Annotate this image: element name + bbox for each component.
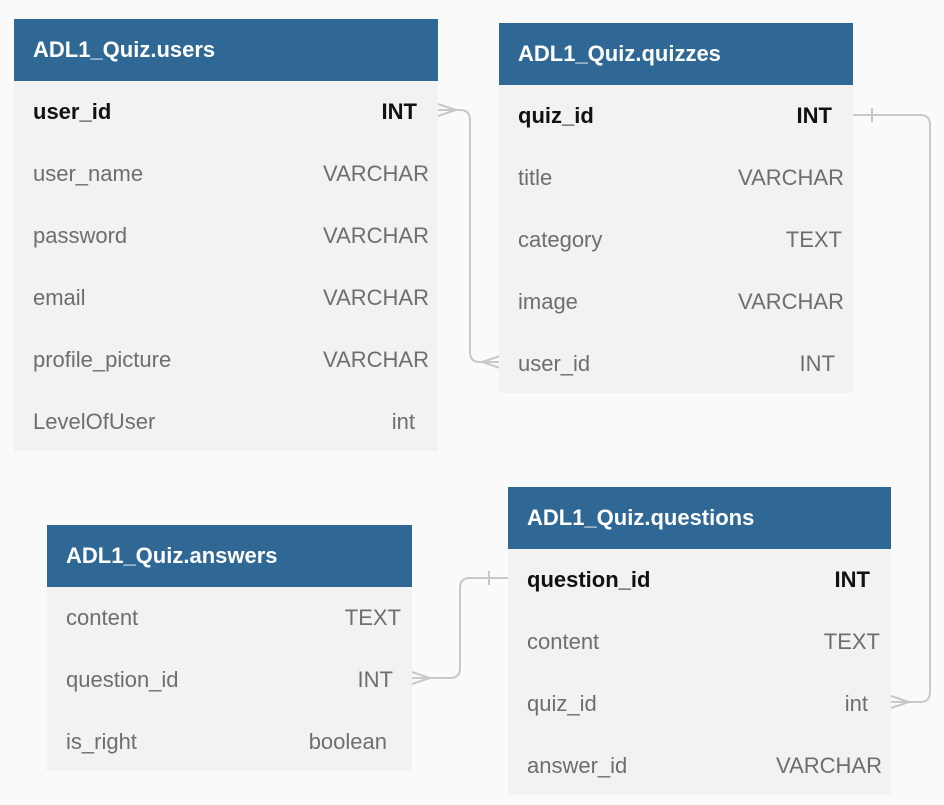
column-name: title — [518, 165, 553, 190]
column-type: INT — [834, 567, 870, 592]
column-type: VARCHAR — [323, 223, 429, 248]
table-quizzes-header: ADL1_Quiz.quizzes — [499, 23, 853, 85]
column-row[interactable]: quiz_id int — [508, 673, 882, 735]
column-row[interactable]: LevelOfUser int — [14, 391, 429, 453]
column-type: TEXT — [823, 629, 880, 654]
column-name: category — [518, 227, 603, 252]
column-type: INT — [381, 99, 417, 124]
table-questions-header: ADL1_Quiz.questions — [508, 487, 891, 549]
connector-quizzes-user-id-to-users-user-id — [437, 103, 501, 369]
column-row[interactable]: user_name VARCHAR — [14, 143, 429, 205]
column-row[interactable]: image VARCHAR — [499, 271, 844, 333]
column-row[interactable]: answer_id VARCHAR — [508, 735, 882, 797]
column-name: content — [527, 629, 600, 654]
column-name: question_id — [527, 567, 651, 592]
connector-answers-question-id-to-questions-question-id — [411, 571, 508, 685]
column-type: INT — [799, 351, 835, 376]
column-row[interactable]: question_id INT — [508, 549, 882, 611]
column-name: user_id — [518, 351, 591, 376]
column-type: VARCHAR — [323, 285, 429, 310]
table-questions[interactable]: ADL1_Quiz.questions question_id INT cont… — [508, 487, 891, 795]
column-type: VARCHAR — [738, 289, 844, 314]
column-name: password — [33, 223, 128, 248]
column-name: question_id — [66, 667, 179, 692]
table-users[interactable]: ADL1_Quiz.users user_id INT user_name VA… — [14, 19, 438, 451]
column-row[interactable]: content TEXT — [508, 611, 882, 673]
column-name: answer_id — [527, 753, 628, 778]
column-row[interactable]: category TEXT — [499, 209, 844, 271]
column-type: VARCHAR — [776, 753, 882, 778]
column-row[interactable]: profile_picture VARCHAR — [14, 329, 429, 391]
column-row[interactable]: user_id INT — [499, 333, 844, 395]
column-type: int — [391, 409, 415, 434]
column-type: int — [844, 691, 868, 716]
column-name: LevelOfUser — [33, 409, 156, 434]
column-name: user_name — [33, 161, 144, 186]
column-row[interactable]: quiz_id INT — [499, 85, 844, 147]
table-users-header: ADL1_Quiz.users — [14, 19, 438, 81]
column-row[interactable]: password VARCHAR — [14, 205, 429, 267]
table-quizzes[interactable]: ADL1_Quiz.quizzes quiz_id INT title VARC… — [499, 23, 853, 393]
column-name: quiz_id — [518, 103, 594, 128]
column-name: image — [518, 289, 578, 314]
table-answers-columns: content TEXT question_id INT is_right bo… — [47, 587, 412, 773]
column-type: VARCHAR — [323, 347, 429, 372]
column-name: email — [33, 285, 86, 310]
column-type: boolean — [308, 729, 387, 754]
table-questions-columns: question_id INT content TEXT quiz_id int… — [508, 549, 891, 797]
table-answers-header: ADL1_Quiz.answers — [47, 525, 412, 587]
table-quizzes-columns: quiz_id INT title VARCHAR category TEXT … — [499, 85, 853, 395]
column-row[interactable]: question_id INT — [47, 649, 401, 711]
column-type: VARCHAR — [738, 165, 844, 190]
column-type: TEXT — [344, 605, 401, 630]
column-type: INT — [796, 103, 832, 128]
column-name: user_id — [33, 99, 112, 124]
table-users-columns: user_id INT user_name VARCHAR password V… — [14, 81, 438, 453]
column-type: TEXT — [785, 227, 842, 252]
table-answers[interactable]: ADL1_Quiz.answers content TEXT question_… — [47, 525, 412, 771]
column-type: INT — [357, 667, 393, 692]
column-row[interactable]: email VARCHAR — [14, 267, 429, 329]
column-row[interactable]: content TEXT — [47, 587, 401, 649]
column-row[interactable]: is_right boolean — [47, 711, 401, 773]
column-row[interactable]: user_id INT — [14, 81, 429, 143]
column-row[interactable]: title VARCHAR — [499, 147, 844, 209]
column-type: VARCHAR — [323, 161, 429, 186]
column-name: quiz_id — [527, 691, 597, 716]
column-name: is_right — [66, 729, 137, 754]
column-name: profile_picture — [33, 347, 172, 372]
column-name: content — [66, 605, 139, 630]
